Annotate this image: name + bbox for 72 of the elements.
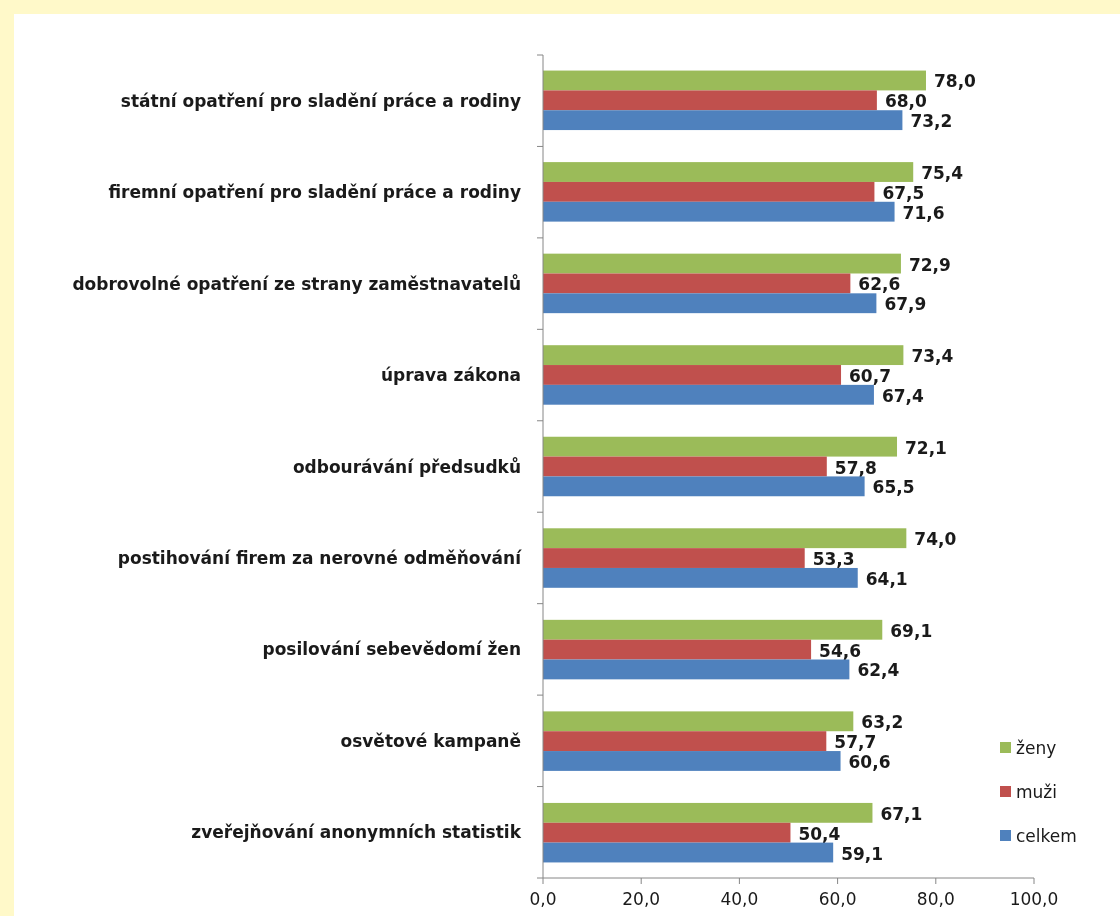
bar [543,476,865,497]
bar [543,456,827,477]
y-tick-label: úprava zákona [380,365,521,386]
data-label: 62,4 [857,660,900,681]
data-label: 71,6 [902,202,945,223]
bar [543,162,914,182]
bar [543,548,805,568]
y-tick-label: odbourávání předsudků [292,455,521,477]
y-tick-label: firemní opatření pro sladění práce a rodiny [108,182,521,203]
data-label: 67,1 [880,803,923,824]
data-label: 57,7 [834,732,877,753]
data-label: 65,5 [872,477,915,498]
y-tick-label: posilování sebevědomí žen [262,639,521,660]
data-label: 62,6 [858,274,901,295]
legend-label: celkem [1016,826,1077,846]
data-label: 74,0 [914,529,957,550]
bar [543,436,898,457]
data-label: 60,7 [849,365,891,386]
x-tick-label: 80,0 [916,889,955,909]
bar [543,365,842,385]
bar [543,567,858,588]
bar [543,90,877,111]
bar [543,802,873,823]
data-label: 73,4 [911,346,954,367]
bar [543,384,874,405]
bar [543,110,903,131]
y-tick-label: zveřejňování anonymních statistik [191,822,522,843]
data-label: 73,2 [910,111,953,132]
data-label: 72,9 [908,254,951,275]
x-tick-label: 100,0 [1009,889,1059,909]
y-tick-label: postihování firem za nerovné odměňování [117,547,523,568]
data-label: 53,3 [812,549,855,570]
data-label: 78,0 [933,71,977,92]
data-label: 75,4 [921,163,964,184]
data-label: 72,1 [905,437,947,458]
data-label: 67,5 [882,182,925,203]
x-tick-label: 40,0 [720,889,759,909]
data-label: 59,1 [841,843,884,864]
data-label: 64,1 [865,568,908,589]
data-label: 60,6 [848,751,891,772]
data-label: 50,4 [798,823,841,844]
y-tick-label: dobrovolné opatření ze strany zaměstnavatelů [72,272,521,294]
bar [543,181,875,202]
x-tick-label: 20,0 [622,889,661,909]
bar [543,273,851,294]
bar [543,528,907,549]
y-tick-label: státní opatření pro sladění práce a rodiny [120,90,521,111]
bar [543,822,791,843]
bar [543,253,901,274]
x-tick-label: 0,0 [529,889,557,909]
bar [543,201,895,222]
data-label: 63,2 [861,712,904,733]
bar [543,619,883,640]
bar [543,711,854,732]
bar [543,731,827,752]
data-label: 69,1 [890,620,933,641]
bar [543,639,812,660]
data-label: 67,9 [884,294,927,315]
bar [543,842,834,863]
data-label: 54,6 [819,640,862,661]
bar [543,345,904,366]
bar [543,659,850,680]
bar [543,293,877,314]
data-label: 57,8 [834,457,877,478]
legend-label: ženy [1016,738,1057,758]
bar [543,70,926,91]
x-tick-label: 60,0 [818,889,857,909]
data-label: 68,0 [884,91,927,112]
bar [543,751,841,771]
data-label: 67,4 [881,385,925,406]
y-tick-label: osvětové kampaně [340,730,521,751]
legend-label: muži [1016,782,1057,802]
